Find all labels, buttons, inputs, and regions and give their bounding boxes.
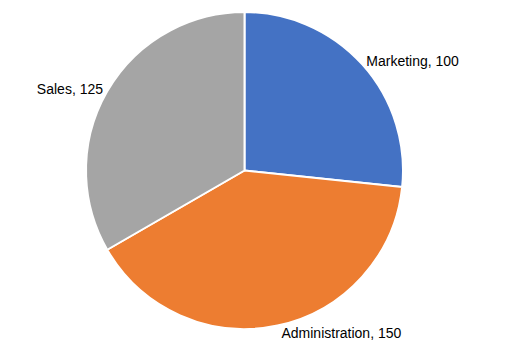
svg-text:Marketing, 100: Marketing, 100 (366, 53, 459, 69)
svg-text:Administration, 150: Administration, 150 (281, 325, 401, 341)
svg-text:Sales, 125: Sales, 125 (37, 81, 103, 97)
